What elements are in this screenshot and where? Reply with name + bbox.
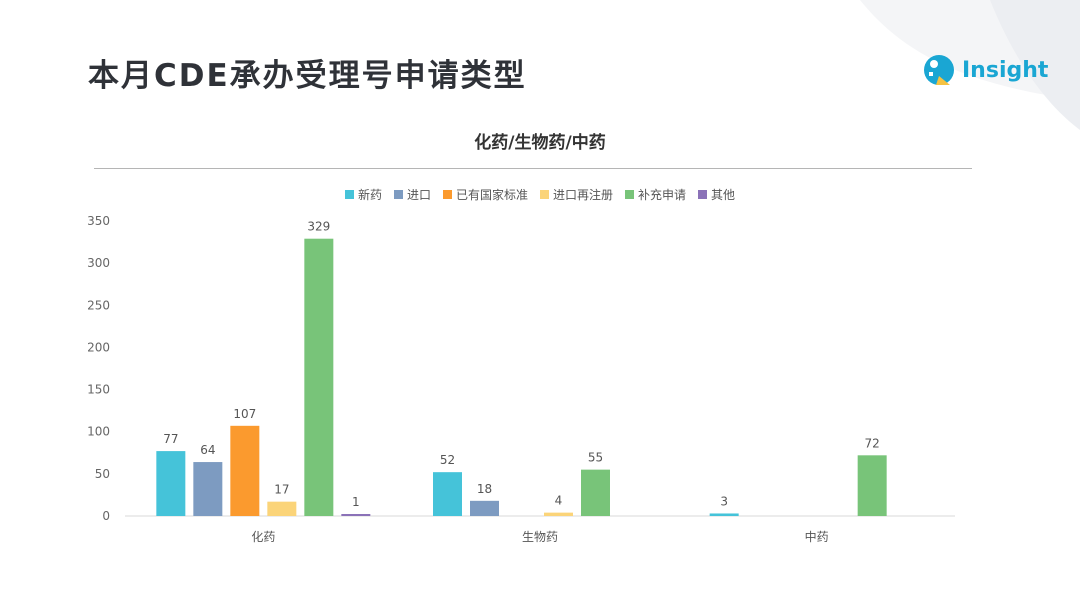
title-divider	[94, 168, 972, 169]
bar	[470, 500, 499, 516]
logo-text: Insight	[962, 57, 1049, 83]
bar	[230, 425, 260, 516]
legend-label: 补充申请	[638, 188, 687, 202]
legend-item[interactable]: 进口再注册	[540, 186, 613, 203]
data-label: 72	[865, 436, 880, 450]
legend-label: 进口	[406, 188, 431, 202]
x-tick-label: 生物药	[522, 530, 558, 544]
data-label: 64	[200, 443, 215, 457]
bar	[857, 455, 887, 516]
data-label: 4	[555, 494, 563, 508]
brand-logo: Insight	[920, 52, 1048, 88]
y-tick-label: 0	[102, 509, 110, 523]
legend-swatch	[442, 190, 452, 199]
legend-swatch	[698, 190, 708, 199]
x-tick-label: 化药	[251, 530, 275, 544]
data-label: 107	[233, 407, 256, 421]
bar	[156, 451, 186, 516]
y-tick-label: 300	[87, 256, 110, 270]
data-label: 18	[477, 482, 492, 496]
chart-legend: 新药 进口 已有国家标准 进口再注册 补充申请 其他	[0, 186, 1080, 203]
legend-label: 进口再注册	[553, 188, 614, 202]
y-tick-label: 250	[87, 298, 110, 312]
data-label: 329	[307, 220, 330, 234]
bar	[267, 501, 297, 516]
legend-item[interactable]: 已有国家标准	[442, 186, 528, 203]
data-label: 1	[352, 495, 360, 509]
legend-item[interactable]: 补充申请	[625, 186, 686, 203]
legend-item[interactable]: 新药	[344, 186, 382, 203]
insight-logo-icon	[924, 55, 954, 85]
bar	[433, 472, 462, 516]
legend-label: 其他	[711, 188, 736, 202]
data-label: 17	[274, 483, 289, 497]
y-tick-label: 100	[87, 425, 110, 439]
data-label: 3	[720, 494, 728, 508]
bar	[544, 512, 573, 516]
legend-swatch	[344, 190, 354, 199]
legend-item[interactable]: 其他	[698, 186, 735, 203]
bar	[341, 514, 371, 516]
data-label: 55	[588, 451, 603, 465]
bar	[193, 462, 223, 516]
page-title: 本月CDE承办受理号申请类型	[88, 58, 527, 94]
legend-swatch	[393, 190, 403, 199]
y-tick-label: 350	[87, 214, 110, 228]
legend-item[interactable]: 进口	[393, 186, 431, 203]
legend-label: 已有国家标准	[455, 188, 528, 202]
bar	[581, 469, 610, 516]
legend-swatch	[625, 190, 635, 199]
chart-title: 化药/生物药/中药	[474, 133, 606, 153]
y-tick-label: 50	[95, 467, 110, 481]
y-tick-label: 200	[87, 340, 110, 354]
data-label: 52	[440, 453, 455, 467]
bar	[709, 513, 739, 516]
data-label: 77	[163, 432, 178, 446]
y-tick-label: 150	[87, 383, 110, 397]
x-tick-label: 中药	[805, 529, 829, 544]
legend-label: 新药	[357, 188, 382, 202]
legend-swatch	[540, 190, 549, 199]
bar	[304, 238, 334, 516]
